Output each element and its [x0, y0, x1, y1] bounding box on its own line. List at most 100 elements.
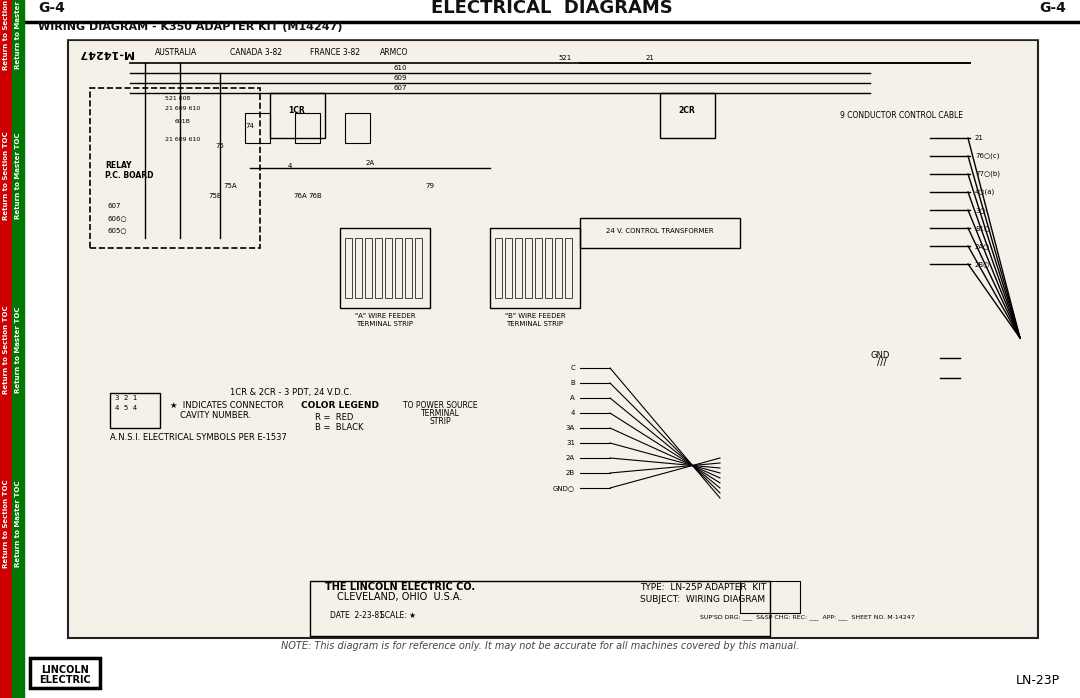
Text: THE LINCOLN ELECTRIC CO.: THE LINCOLN ELECTRIC CO.: [325, 582, 475, 592]
Bar: [355, 238, 362, 298]
Text: Return to Master TOC: Return to Master TOC: [15, 0, 21, 69]
Bar: [395, 238, 402, 298]
Bar: [565, 238, 572, 298]
Text: 601B: 601B: [175, 119, 191, 124]
Text: 1CR: 1CR: [288, 106, 306, 115]
Text: "A" WIRE FEEDER: "A" WIRE FEEDER: [354, 313, 416, 319]
Text: 3A: 3A: [566, 425, 575, 431]
Bar: [545, 238, 552, 298]
Text: 607: 607: [108, 203, 121, 209]
Bar: [384, 238, 392, 298]
Text: A.N.S.I. ELECTRICAL SYMBOLS PER E-1537: A.N.S.I. ELECTRICAL SYMBOLS PER E-1537: [110, 433, 287, 442]
Text: 9 CONDUCTOR CONTROL CABLE: 9 CONDUCTOR CONTROL CABLE: [840, 111, 963, 120]
Bar: [340, 228, 430, 308]
Bar: [30, 658, 100, 688]
Text: Return to Section TOC: Return to Section TOC: [3, 132, 9, 221]
Text: STRIP: STRIP: [429, 417, 450, 426]
Text: 76A: 76A: [293, 193, 307, 199]
Text: 75A: 75A: [224, 183, 237, 189]
Text: 1CR & 2CR - 3 PDT, 24 V.D.C.: 1CR & 2CR - 3 PDT, 24 V.D.C.: [230, 388, 352, 397]
Text: RELAY: RELAY: [105, 161, 132, 170]
Bar: [515, 238, 522, 298]
Text: 609: 609: [393, 75, 407, 81]
Bar: [245, 113, 270, 143]
Text: FRANCE 3-82: FRANCE 3-82: [310, 48, 360, 57]
Bar: [375, 238, 382, 298]
Text: ARMCO: ARMCO: [380, 48, 408, 57]
Text: ★  INDICATES CONNECTOR: ★ INDICATES CONNECTOR: [170, 401, 284, 410]
Bar: [415, 238, 422, 298]
Text: SUP'SD DRG: ___  S&SP CHG: REC: ___  APP: ___  SHEET NO. M-14247: SUP'SD DRG: ___ S&SP CHG: REC: ___ APP: …: [700, 614, 915, 620]
Text: A: A: [570, 395, 575, 401]
Text: TERMINAL STRIP: TERMINAL STRIP: [507, 321, 564, 327]
Text: COLOR LEGEND: COLOR LEGEND: [301, 401, 379, 410]
Text: G-4: G-4: [1039, 1, 1066, 15]
Text: 21 609 610: 21 609 610: [165, 137, 200, 142]
Text: 4: 4: [287, 163, 293, 169]
Text: 610: 610: [393, 65, 407, 71]
Bar: [660, 93, 715, 138]
Text: 21: 21: [646, 55, 654, 61]
Text: 4: 4: [570, 410, 575, 416]
Bar: [345, 113, 370, 143]
Text: 2B: 2B: [566, 470, 575, 476]
Text: GND○: GND○: [553, 485, 575, 491]
Text: CANADA 3-82: CANADA 3-82: [230, 48, 282, 57]
Text: R =  RED: R = RED: [315, 413, 353, 422]
Bar: [0, 0, 12, 698]
Text: "B" WIRE FEEDER: "B" WIRE FEEDER: [504, 313, 565, 319]
Text: 521 608: 521 608: [165, 96, 190, 101]
Text: ELECTRIC: ELECTRIC: [39, 675, 91, 685]
Text: Return to Section TOC: Return to Section TOC: [3, 480, 9, 568]
Text: 3  2  1: 3 2 1: [114, 395, 137, 401]
Text: ///: ///: [877, 357, 887, 367]
Text: TO POWER SOURCE: TO POWER SOURCE: [403, 401, 477, 410]
Bar: [405, 238, 411, 298]
Text: 606○: 606○: [108, 215, 127, 221]
Bar: [505, 238, 512, 298]
Bar: [12, 0, 24, 698]
Text: B: B: [570, 380, 575, 386]
Text: 77○(b): 77○(b): [975, 171, 1000, 177]
Bar: [740, 581, 800, 613]
Bar: [365, 238, 372, 298]
Text: 24 V. CONTROL TRANSFORMER: 24 V. CONTROL TRANSFORMER: [606, 228, 714, 234]
Text: 76○(c): 76○(c): [975, 153, 999, 159]
Bar: [310, 581, 770, 636]
Text: C: C: [570, 365, 575, 371]
Text: CAVITY NUMBER.: CAVITY NUMBER.: [180, 411, 252, 420]
Text: 2B○: 2B○: [975, 261, 990, 267]
Text: 21: 21: [975, 135, 984, 141]
Bar: [525, 238, 532, 298]
Bar: [555, 238, 562, 298]
Text: AUSTRALIA: AUSTRALIA: [156, 48, 198, 57]
Text: NOTE: This diagram is for reference only. It may not be accurate for all machine: NOTE: This diagram is for reference only…: [281, 641, 799, 651]
Bar: [110, 393, 160, 428]
Text: B =  BLACK: B = BLACK: [315, 423, 364, 432]
Bar: [30, 658, 100, 688]
Text: GND: GND: [870, 351, 890, 360]
Text: Return to Master TOC: Return to Master TOC: [15, 306, 21, 393]
Text: 4  5  4: 4 5 4: [114, 405, 137, 411]
Text: 76B: 76B: [308, 193, 322, 199]
Text: 605○: 605○: [108, 227, 127, 233]
Text: SUBJECT:  WIRING DIAGRAM: SUBJECT: WIRING DIAGRAM: [640, 595, 765, 604]
Text: G-4: G-4: [38, 1, 65, 15]
Text: CLEVELAND, OHIO  U.S.A.: CLEVELAND, OHIO U.S.A.: [337, 592, 462, 602]
Text: 74: 74: [245, 123, 255, 129]
Text: 75B: 75B: [208, 193, 221, 199]
Text: TYPE:  LN-25P ADAPTER  KIT: TYPE: LN-25P ADAPTER KIT: [640, 583, 766, 592]
Text: 4○(a): 4○(a): [975, 188, 996, 195]
Text: 3○: 3○: [975, 207, 986, 213]
Bar: [345, 238, 352, 298]
Text: WIRING DIAGRAM - K350 ADAPTER KIT (M14247): WIRING DIAGRAM - K350 ADAPTER KIT (M1424…: [38, 22, 342, 32]
Text: 521: 521: [558, 55, 571, 61]
Text: Return to Master TOC: Return to Master TOC: [15, 481, 21, 567]
Bar: [295, 113, 320, 143]
Text: 75: 75: [216, 143, 225, 149]
Text: Return to Section TOC: Return to Section TOC: [3, 306, 9, 394]
Text: 2A: 2A: [365, 160, 375, 166]
Text: 2CR: 2CR: [678, 106, 696, 115]
Bar: [490, 228, 580, 308]
Text: 21 609 610: 21 609 610: [165, 106, 200, 111]
